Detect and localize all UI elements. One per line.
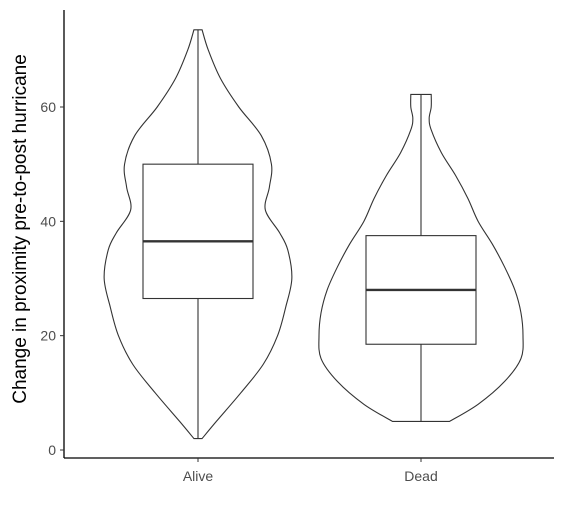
- y-tick-label-20: 20: [40, 328, 56, 344]
- box-alive: [142, 163, 254, 300]
- violin-dead: [318, 93, 524, 422]
- y-axis-title: Change in proximity pre-to-post hurrican…: [10, 54, 31, 404]
- x-tick-label-dead: Dead: [404, 468, 437, 484]
- x-tick-label-alive: Alive: [183, 468, 214, 484]
- y-tick-label-40: 40: [40, 213, 56, 229]
- boxes-layer: [142, 29, 477, 439]
- y-tick-label-0: 0: [48, 442, 56, 458]
- violin-alive: [103, 29, 293, 440]
- axes-layer: 0 20 40 60 Alive Dead Change in proximity pre-…: [10, 10, 554, 484]
- y-tick-label-60: 60: [40, 99, 56, 115]
- violins-layer: [103, 29, 524, 440]
